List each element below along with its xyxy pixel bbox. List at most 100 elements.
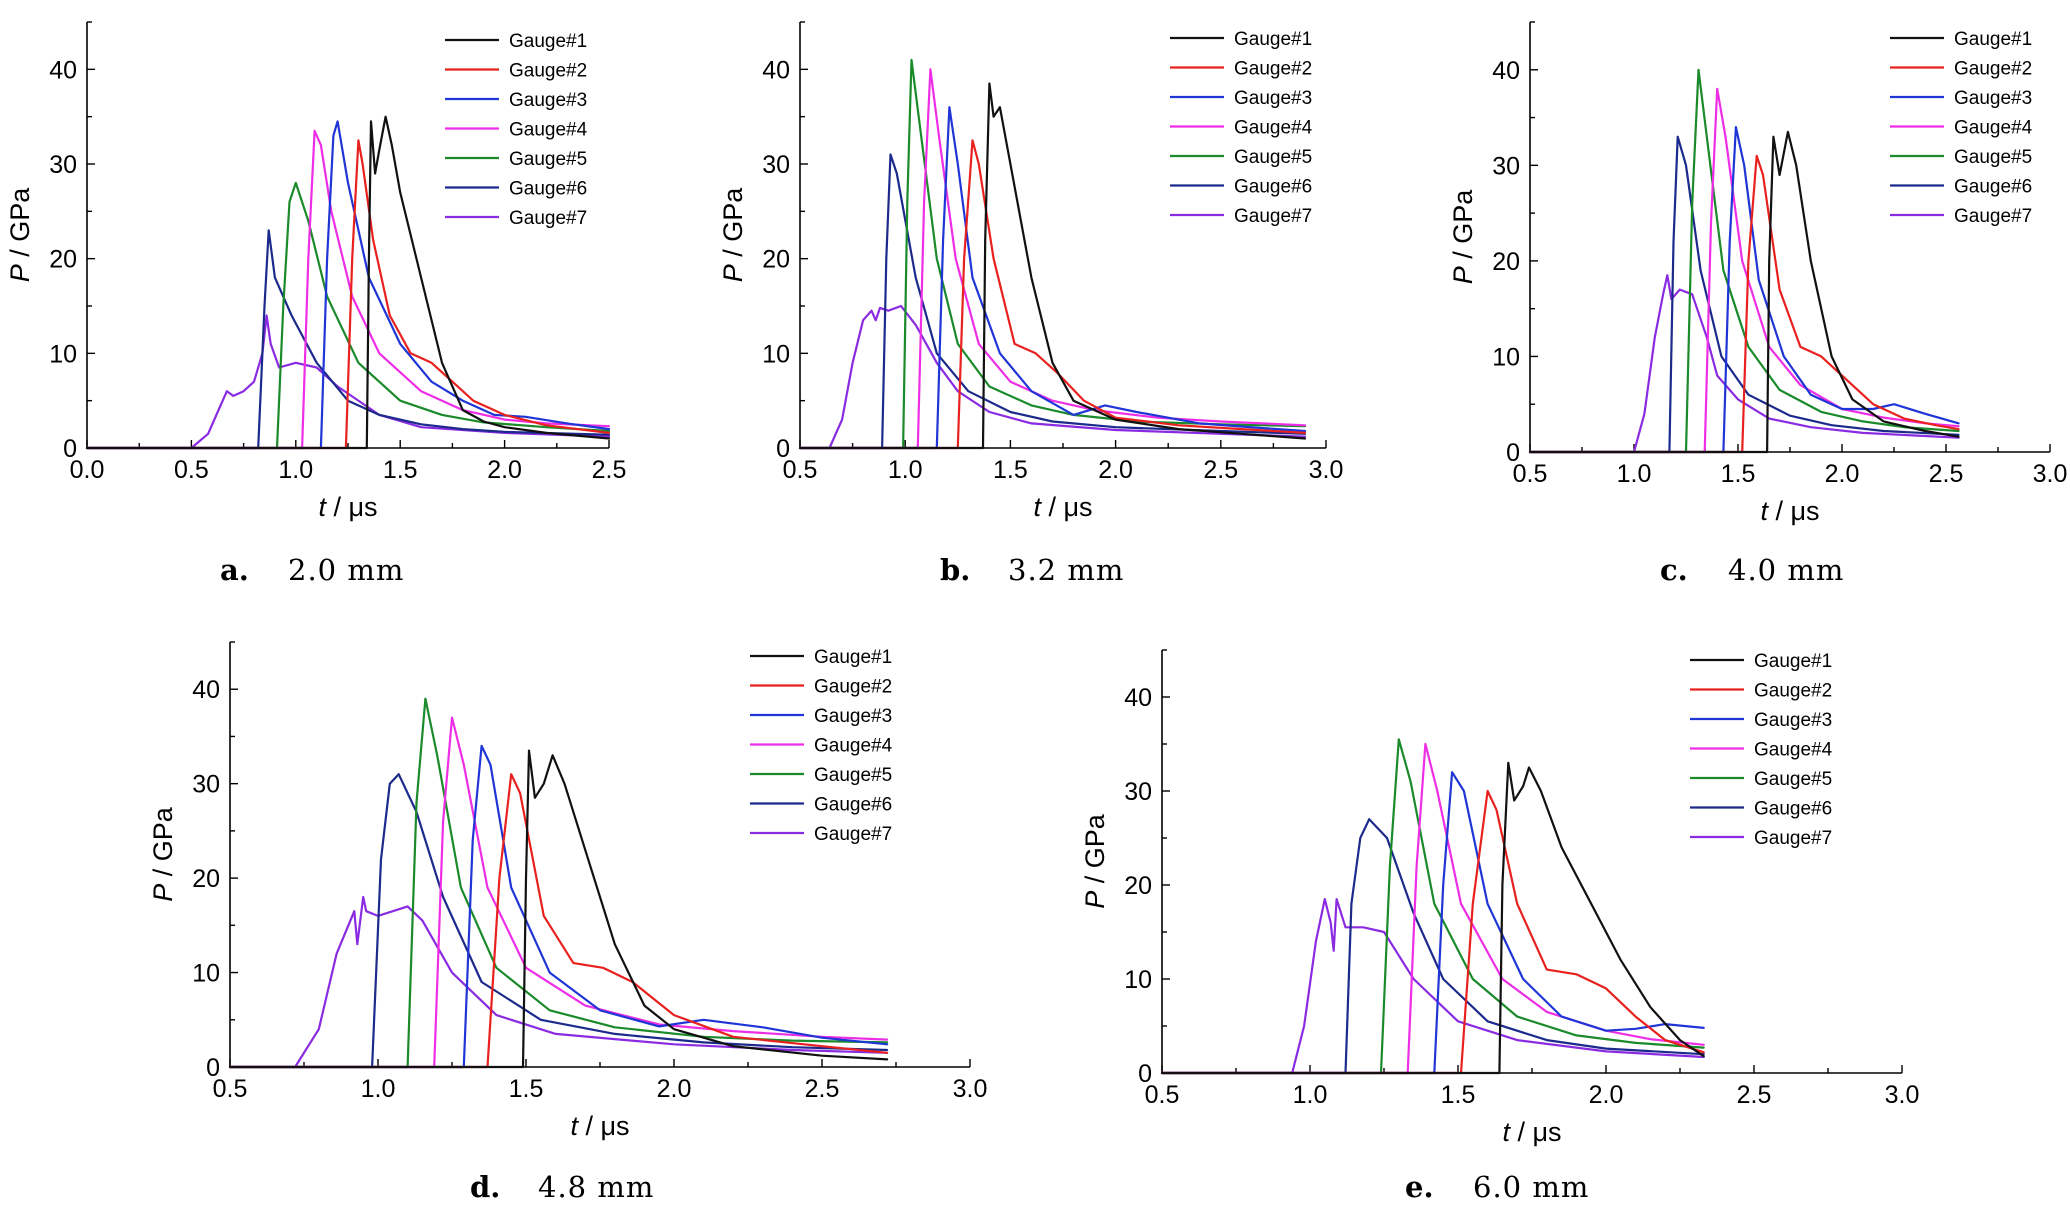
series-line-gauge-6 — [1528, 135, 1960, 454]
panel-caption-letter: b. — [940, 553, 970, 587]
panel-caption-text: 4.8 mm — [538, 1170, 654, 1204]
legend: Gauge#1 Gauge#2 Gauge#3 Gauge#4 Gauge#5 Gauge… — [445, 31, 588, 229]
series-line-gauge-4 — [228, 716, 889, 1069]
series-group — [85, 115, 611, 450]
panel-caption-letter: a. — [220, 553, 249, 587]
series-line-gauge-5 — [798, 58, 1307, 450]
x-tick-label: 1.0 — [1617, 460, 1652, 488]
legend-label: Gauge#4 — [1954, 118, 2033, 139]
x-tick-label: 0.0 — [70, 456, 105, 484]
y-tick-label: 0 — [776, 435, 790, 463]
x-tick-label: 1.5 — [509, 1075, 544, 1103]
y-axis-variable: P — [718, 264, 748, 282]
y-axis-title: P / GPa — [5, 187, 35, 283]
chart-panel-1: 0.0 0.5 1.0 1.5 2.0 2.5 0 10 20 30 40 t / μs P / GPa… — [5, 21, 627, 587]
series-line-gauge-3 — [798, 106, 1307, 450]
legend-label: Gauge#1 — [509, 31, 587, 52]
panel-caption-letter: e. — [1405, 1170, 1434, 1204]
legend-label: Gauge#5 — [1234, 147, 1312, 168]
y-tick-label: 40 — [762, 56, 790, 84]
y-tick-label: 0 — [1506, 439, 1520, 467]
series-line-gauge-1 — [1160, 761, 1705, 1075]
series-line-gauge-4 — [1160, 742, 1705, 1075]
y-axis-title: P / GPa — [1448, 189, 1478, 285]
panel-caption-text: 2.0 mm — [288, 553, 404, 587]
legend-label: Gauge#7 — [509, 208, 587, 229]
x-tick-label: 2.0 — [1825, 460, 1860, 488]
legend-label: Gauge#2 — [1754, 681, 1832, 702]
x-axis-title: t / μs — [570, 1111, 629, 1141]
x-tick-label: 0.5 — [1513, 460, 1548, 488]
series-line-gauge-1 — [228, 749, 889, 1069]
legend-label: Gauge#3 — [1754, 710, 1832, 731]
x-tick-label: 3.0 — [953, 1075, 988, 1103]
series-line-gauge-5 — [228, 697, 889, 1069]
panel-caption-text: 3.2 mm — [1008, 553, 1124, 587]
legend: Gauge#1 Gauge#2 Gauge#3 Gauge#4 Gauge#5 Gauge… — [1170, 29, 1313, 227]
y-axis-variable: P — [1448, 266, 1478, 284]
series-group — [228, 697, 889, 1069]
x-axis-variable: t — [570, 1111, 579, 1141]
x-tick-label: 1.5 — [1721, 460, 1756, 488]
y-tick-label: 20 — [49, 246, 77, 274]
series-line-gauge-5 — [1160, 738, 1705, 1075]
y-tick-label: 0 — [1138, 1060, 1152, 1088]
legend-label: Gauge#5 — [1954, 147, 2032, 168]
legend-label: Gauge#2 — [1954, 59, 2032, 80]
x-tick-label: 0.5 — [213, 1075, 248, 1103]
legend-label: Gauge#5 — [814, 765, 892, 786]
series-group — [1528, 68, 1960, 454]
series-line-gauge-3 — [85, 120, 611, 450]
series-line-gauge-2 — [1160, 789, 1705, 1075]
series-line-gauge-5 — [1528, 68, 1960, 454]
y-tick-label: 30 — [762, 151, 790, 179]
legend-label: Gauge#1 — [814, 647, 892, 668]
chart-panel-3: 0.5 1.0 1.5 2.0 2.5 3.0 0 10 20 30 40 t / μs P / GPa… — [1448, 21, 2067, 587]
series-line-gauge-7 — [1528, 274, 1960, 454]
legend-label: Gauge#7 — [814, 824, 892, 845]
y-tick-label: 30 — [192, 771, 220, 799]
x-tick-label: 2.0 — [657, 1075, 692, 1103]
series-line-gauge-2 — [85, 139, 611, 450]
y-axis-unit: / GPa — [1080, 813, 1110, 891]
series-group — [798, 58, 1307, 450]
y-axis-title: P / GPa — [1080, 813, 1110, 909]
x-tick-label: 2.5 — [1929, 460, 1964, 488]
x-tick-label: 2.5 — [1737, 1081, 1772, 1109]
series-line-gauge-2 — [228, 773, 889, 1069]
legend-label: Gauge#2 — [1234, 59, 1312, 80]
legend-label: Gauge#1 — [1234, 29, 1312, 50]
legend-label: Gauge#7 — [1234, 206, 1312, 227]
x-tick-label: 1.0 — [1293, 1081, 1328, 1109]
series-line-gauge-3 — [228, 744, 889, 1069]
x-tick-label: 2.0 — [487, 456, 522, 484]
y-axis-title: P / GPa — [148, 806, 178, 902]
legend-label: Gauge#1 — [1754, 651, 1832, 672]
x-axis-unit: / μs — [326, 492, 378, 522]
x-tick-label: 0.5 — [783, 456, 818, 484]
y-tick-label: 20 — [1124, 872, 1152, 900]
x-tick-label: 0.5 — [1145, 1081, 1180, 1109]
legend-label: Gauge#3 — [509, 90, 587, 111]
series-line-gauge-2 — [1528, 154, 1960, 454]
y-tick-label: 10 — [762, 340, 790, 368]
x-axis-variable: t — [1033, 492, 1042, 522]
y-tick-label: 20 — [192, 865, 220, 893]
y-tick-label: 20 — [762, 246, 790, 274]
y-tick-label: 40 — [1492, 57, 1520, 85]
legend-label: Gauge#4 — [1754, 740, 1833, 761]
x-tick-label: 2.0 — [1589, 1081, 1624, 1109]
x-tick-label: 2.5 — [592, 456, 627, 484]
legend-label: Gauge#1 — [1954, 29, 2032, 50]
x-axis-variable: t — [1760, 496, 1769, 526]
y-tick-label: 0 — [63, 435, 77, 463]
panel-caption-letter: d. — [470, 1170, 500, 1204]
x-tick-label: 1.0 — [888, 456, 923, 484]
series-line-gauge-2 — [798, 139, 1307, 450]
x-tick-label: 1.5 — [993, 456, 1028, 484]
chart-panel-5: 0.5 1.0 1.5 2.0 2.5 3.0 0 10 20 30 40 t / μs P / GPa… — [1080, 649, 1919, 1204]
series-line-gauge-4 — [85, 129, 611, 450]
legend: Gauge#1 Gauge#2 Gauge#3 Gauge#4 Gauge#5 Gauge… — [1890, 29, 2033, 227]
x-axis-variable: t — [1502, 1117, 1511, 1147]
legend: Gauge#1 Gauge#2 Gauge#3 Gauge#4 Gauge#5 Gauge… — [1690, 651, 1833, 849]
